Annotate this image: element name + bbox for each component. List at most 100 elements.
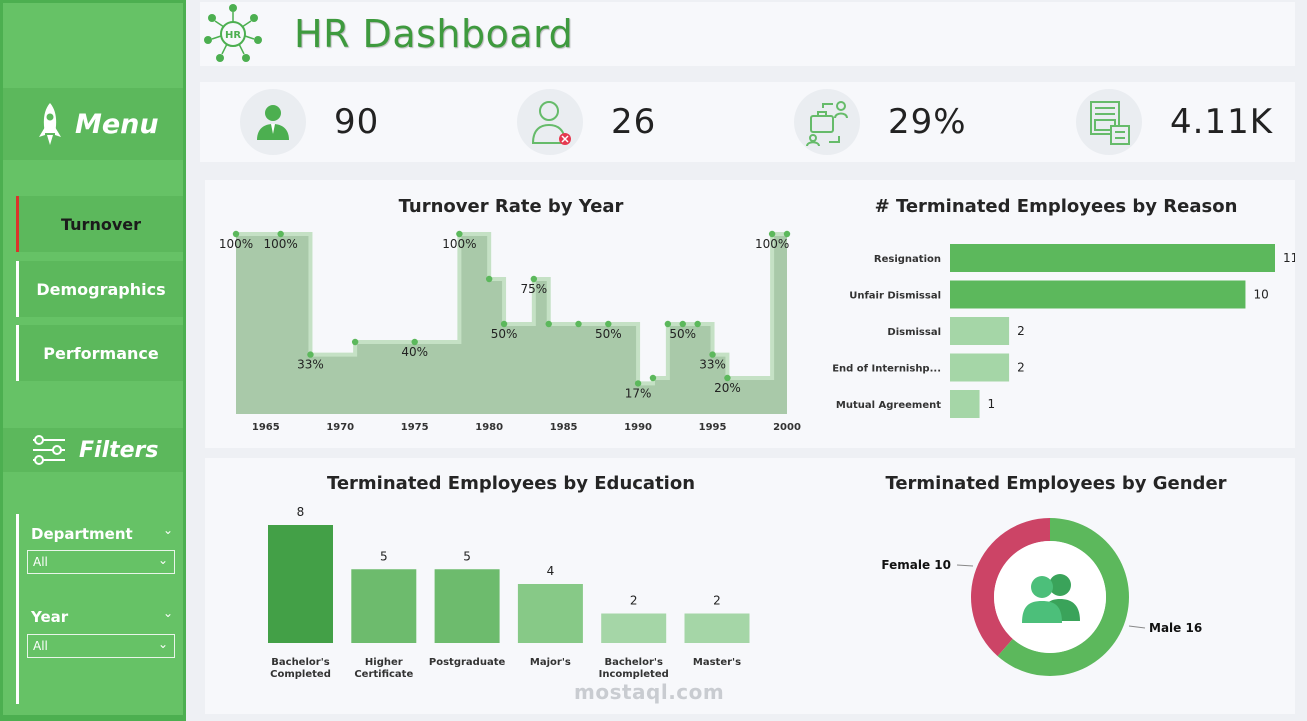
category-label: Major's bbox=[530, 657, 571, 668]
chart-title: Terminated Employees by Gender bbox=[885, 473, 1227, 494]
data-label: 10 bbox=[1253, 288, 1268, 302]
people-icon bbox=[1022, 574, 1080, 623]
menu-title: Menu bbox=[75, 108, 159, 140]
terminated-employee-icon bbox=[517, 89, 583, 155]
data-label: 4 bbox=[547, 564, 555, 578]
education-bar bbox=[601, 613, 667, 643]
category-label: Certificate bbox=[354, 669, 413, 680]
leader-line bbox=[956, 564, 974, 567]
data-label: 20% bbox=[714, 381, 741, 395]
reason-bar-chart[interactable]: Resignation 11 Unfair Dismissal 10 Dismissal… bbox=[817, 180, 1295, 448]
nav-label: Demographics bbox=[36, 279, 166, 299]
filters-title: Filters bbox=[79, 437, 159, 463]
data-label: 5 bbox=[380, 549, 388, 563]
female-slice bbox=[971, 518, 1050, 657]
watermark-text: mostaql.com bbox=[574, 680, 725, 704]
turnover-point bbox=[411, 338, 418, 346]
data-label: 100% bbox=[264, 237, 298, 251]
turnover-point bbox=[575, 320, 582, 328]
menu-header: Menu bbox=[3, 88, 183, 160]
x-tick-label: 1975 bbox=[401, 422, 429, 433]
reason-bar bbox=[950, 280, 1246, 309]
donut-hole bbox=[994, 541, 1106, 653]
sidebar: Menu Turnover Demographics Performance F… bbox=[0, 0, 186, 721]
chevron-down-icon: ⌄ bbox=[157, 637, 168, 651]
chevron-down-icon[interactable]: ⌄ bbox=[162, 606, 173, 620]
data-label: 100% bbox=[442, 237, 476, 251]
turnover-point bbox=[232, 230, 240, 238]
data-label: 2 bbox=[1017, 361, 1025, 375]
department-select-value: All bbox=[33, 555, 48, 569]
reason-bar bbox=[950, 244, 1275, 272]
data-label: 50% bbox=[491, 327, 518, 341]
turnover-area-chart[interactable]: 100% 100% 33% 40% 100% 50% 75% 50% 17% 50% 33% 20% 1… bbox=[205, 180, 817, 448]
education-bar bbox=[351, 569, 417, 643]
turnover-point bbox=[500, 320, 508, 328]
turnover-point bbox=[485, 275, 493, 283]
turnover-point bbox=[694, 320, 701, 328]
category-label: Completed bbox=[270, 669, 331, 680]
data-label: 8 bbox=[297, 505, 305, 519]
category-label: Bachelor's bbox=[604, 657, 662, 668]
data-label: 33% bbox=[297, 358, 324, 372]
kpi-terminated: 26 bbox=[517, 89, 656, 155]
year-select-value: All bbox=[33, 639, 48, 653]
education-bar bbox=[517, 584, 583, 643]
turnover-line bbox=[236, 232, 787, 386]
department-select[interactable]: All ⌄ bbox=[27, 550, 175, 574]
people-icon-body bbox=[1022, 601, 1062, 623]
year-select[interactable]: All ⌄ bbox=[27, 634, 175, 658]
turnover-point bbox=[277, 230, 284, 238]
category-label: End of Internishp... bbox=[832, 364, 941, 375]
x-tick-label: 2000 bbox=[773, 422, 801, 433]
data-label: 33% bbox=[699, 358, 726, 372]
kpi-employees: 90 bbox=[240, 89, 380, 155]
reason-chart-panel: # Terminated Employees by Reason Resigna… bbox=[817, 180, 1295, 448]
category-label: Postgraduate bbox=[429, 657, 506, 668]
data-label: 2 bbox=[713, 594, 721, 608]
male-slice bbox=[997, 518, 1129, 676]
category-label: Bachelor's bbox=[271, 657, 329, 668]
salary-calculator-icon bbox=[1076, 89, 1142, 155]
data-label: 40% bbox=[401, 345, 428, 359]
data-label: 2 bbox=[1017, 324, 1025, 338]
reason-bar bbox=[950, 317, 1010, 345]
education-chart-panel: Terminated Employees by Education 8 Bache… bbox=[205, 458, 817, 714]
turnover-point bbox=[605, 320, 612, 328]
kpi-value: 90 bbox=[334, 102, 380, 142]
year-filter-label: Year bbox=[31, 608, 69, 626]
x-tick-label: 1995 bbox=[699, 422, 727, 433]
gender-chart-panel: Terminated Employees by Gender Female 10… bbox=[817, 458, 1295, 714]
data-label: 100% bbox=[755, 237, 789, 251]
svg-text:HR: HR bbox=[225, 30, 241, 41]
gender-donut-chart[interactable]: Female 10 Male 16 bbox=[817, 458, 1295, 714]
leader-line bbox=[1128, 625, 1146, 629]
nav-turnover[interactable]: Turnover bbox=[16, 196, 183, 252]
education-bar-chart[interactable]: 8Bachelor'sCompleted5HigherCertificate5P… bbox=[205, 458, 817, 714]
data-label: 5 bbox=[463, 549, 471, 563]
turnover-point bbox=[664, 320, 672, 328]
turnover-point bbox=[679, 320, 686, 328]
turnover-point bbox=[649, 374, 657, 382]
turnover-point bbox=[709, 351, 716, 358]
nav-performance[interactable]: Performance bbox=[16, 325, 183, 381]
x-tick-label: 1980 bbox=[475, 422, 503, 433]
turnover-chart-panel: Turnover Rate by Year 100% 100% 33% 40% 100%… bbox=[205, 180, 817, 448]
category-label: Higher bbox=[365, 657, 403, 668]
kpi-salary: 4.11K bbox=[1076, 89, 1273, 155]
page-title: HR Dashboard bbox=[294, 12, 574, 56]
hr-network-icon: HR bbox=[204, 4, 262, 62]
turnover-point bbox=[783, 230, 791, 238]
department-filter-label: Department bbox=[31, 525, 133, 543]
nav-demographics[interactable]: Demographics bbox=[16, 261, 183, 317]
reason-bar bbox=[950, 353, 1010, 382]
chevron-down-icon[interactable]: ⌄ bbox=[162, 523, 173, 537]
data-label: 75% bbox=[521, 282, 548, 296]
turnover-point bbox=[768, 230, 776, 238]
x-tick-label: 1990 bbox=[624, 422, 652, 433]
chevron-down-icon: ⌄ bbox=[157, 553, 168, 567]
category-label: Incompleted bbox=[599, 669, 669, 680]
kpi-value: 29% bbox=[888, 102, 967, 142]
category-label: Dismissal bbox=[887, 327, 941, 338]
data-label: 100% bbox=[219, 237, 253, 251]
